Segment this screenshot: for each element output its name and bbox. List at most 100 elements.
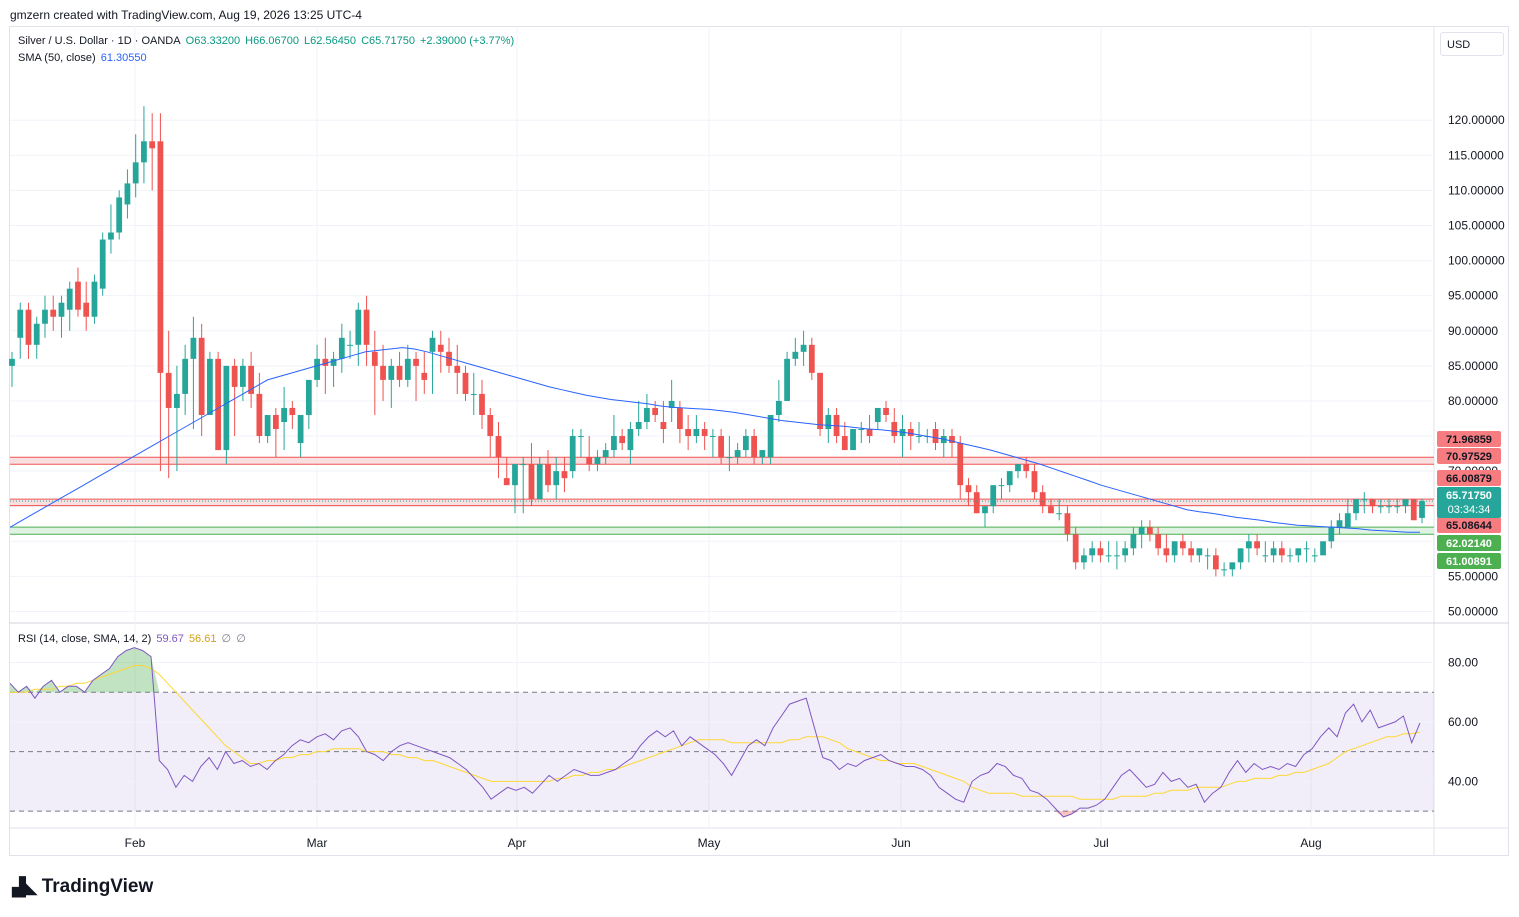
- time-tick-label: May: [698, 836, 721, 850]
- candle-body: [248, 365, 255, 394]
- candle-body: [1229, 562, 1236, 570]
- candle-body: [256, 393, 263, 437]
- level-labels: 71.96859 70.97529 66.00879 65.08644 62.02140…: [1437, 431, 1501, 569]
- candle-body: [289, 407, 296, 415]
- candle-body: [949, 436, 955, 444]
- candle-body: [932, 429, 939, 444]
- candle-body: [355, 309, 362, 345]
- candle-body: [528, 464, 535, 500]
- candle-body: [1237, 548, 1244, 563]
- candle-body: [338, 337, 345, 359]
- candle-body: [124, 183, 131, 205]
- candle-body: [413, 358, 419, 366]
- candle-body: [866, 429, 873, 437]
- candle-body: [858, 429, 865, 431]
- high-value: H66.06700: [245, 35, 299, 47]
- candle-body: [784, 358, 790, 401]
- candle-body: [17, 309, 24, 338]
- candle-body: [965, 485, 972, 493]
- open-value: O63.33200: [185, 35, 241, 47]
- sma-legend: SMA (50, close) 61.30550: [18, 52, 149, 64]
- candle-body: [693, 429, 700, 437]
- candle-body: [264, 414, 271, 437]
- candle-body: [1196, 548, 1203, 556]
- candle-body: [586, 457, 593, 465]
- sma-value: 61.30550: [100, 52, 147, 64]
- candle-body: [957, 443, 964, 486]
- candle-body: [1212, 555, 1219, 570]
- candle-body: [817, 372, 823, 430]
- price-tick-label: 90.00000: [1448, 324, 1498, 338]
- candle-body: [297, 414, 304, 444]
- candle-body: [1122, 548, 1129, 556]
- candle-body: [404, 358, 411, 380]
- candle-body: [1056, 513, 1063, 515]
- price-tick-label: 80.00000: [1448, 394, 1498, 408]
- candle-body: [1072, 534, 1079, 563]
- chart-frame: [9, 26, 1509, 856]
- candle-body: [1361, 499, 1368, 501]
- candle-body: [1303, 548, 1310, 550]
- level-label: 62.02140: [1446, 538, 1492, 550]
- level-label: 65.08644: [1446, 520, 1493, 532]
- candle-body: [25, 309, 32, 345]
- time-tick-label: Jun: [891, 836, 910, 850]
- resistance-zone-upper: [10, 457, 1434, 465]
- rsi-overbought-fill: [10, 647, 1420, 693]
- time-tick-label: Jul: [1093, 836, 1108, 850]
- candle-body: [825, 414, 832, 430]
- candle-body: [42, 309, 48, 324]
- candle-body: [50, 309, 57, 317]
- candle-body: [619, 436, 626, 444]
- candle-body: [363, 309, 370, 345]
- candle-body: [668, 400, 675, 408]
- time-tick-label: Feb: [125, 836, 146, 850]
- sma-line: [9, 347, 1420, 533]
- candle-body: [1171, 541, 1178, 556]
- candle-body: [652, 407, 659, 415]
- level-label: 70.97529: [1446, 451, 1492, 463]
- time-tick-label: Aug: [1300, 836, 1321, 850]
- candle-body: [1105, 555, 1112, 557]
- candle-body: [751, 436, 757, 458]
- price-tick-label: 85.00000: [1448, 359, 1498, 373]
- candle-body: [759, 450, 766, 458]
- candle-body: [1138, 527, 1145, 535]
- resistance-zone-lower: [10, 499, 1434, 506]
- candle-body: [421, 372, 428, 380]
- price-zones: [10, 456, 1434, 535]
- rsi-pane: 40.00 60.00 80.00: [9, 647, 1478, 818]
- chart-credit: gmzern created with TradingView.com, Aug…: [10, 8, 362, 22]
- level-label-box: [1437, 553, 1501, 569]
- rsi-label: RSI (14, close, SMA, 14, 2): [18, 633, 152, 645]
- candle-body: [223, 365, 230, 451]
- rsi-oversold-fill: [10, 811, 1420, 817]
- currency-selector[interactable]: USD: [1440, 32, 1504, 56]
- candle-body: [1204, 555, 1211, 557]
- candle-body: [808, 344, 815, 373]
- candle-body: [594, 457, 601, 465]
- candle-body: [1394, 506, 1401, 508]
- candle-body: [207, 358, 213, 415]
- candle-body: [132, 162, 139, 184]
- candle-body: [99, 239, 106, 289]
- candle-body: [1188, 548, 1195, 556]
- candle-body: [891, 422, 898, 437]
- candle-body: [734, 450, 741, 458]
- candle-body: [874, 407, 881, 422]
- candle-body: [116, 197, 123, 233]
- candle-body: [553, 471, 560, 486]
- rsi-sma-value: 56.61: [188, 633, 217, 645]
- candle-body: [108, 232, 114, 240]
- candle-body: [850, 429, 856, 451]
- candle-body: [281, 407, 287, 422]
- change-value: +2.39000 (+3.77%): [420, 35, 515, 47]
- candle-body: [1015, 464, 1021, 472]
- candle-body: [644, 407, 650, 422]
- rsi-legend: RSI (14, close, SMA, 14, 2) 59.67 56.61 …: [18, 632, 248, 645]
- candle-body: [446, 351, 452, 366]
- candle-body: [627, 429, 634, 451]
- candle-body: [1402, 499, 1409, 507]
- candle-body: [536, 464, 543, 500]
